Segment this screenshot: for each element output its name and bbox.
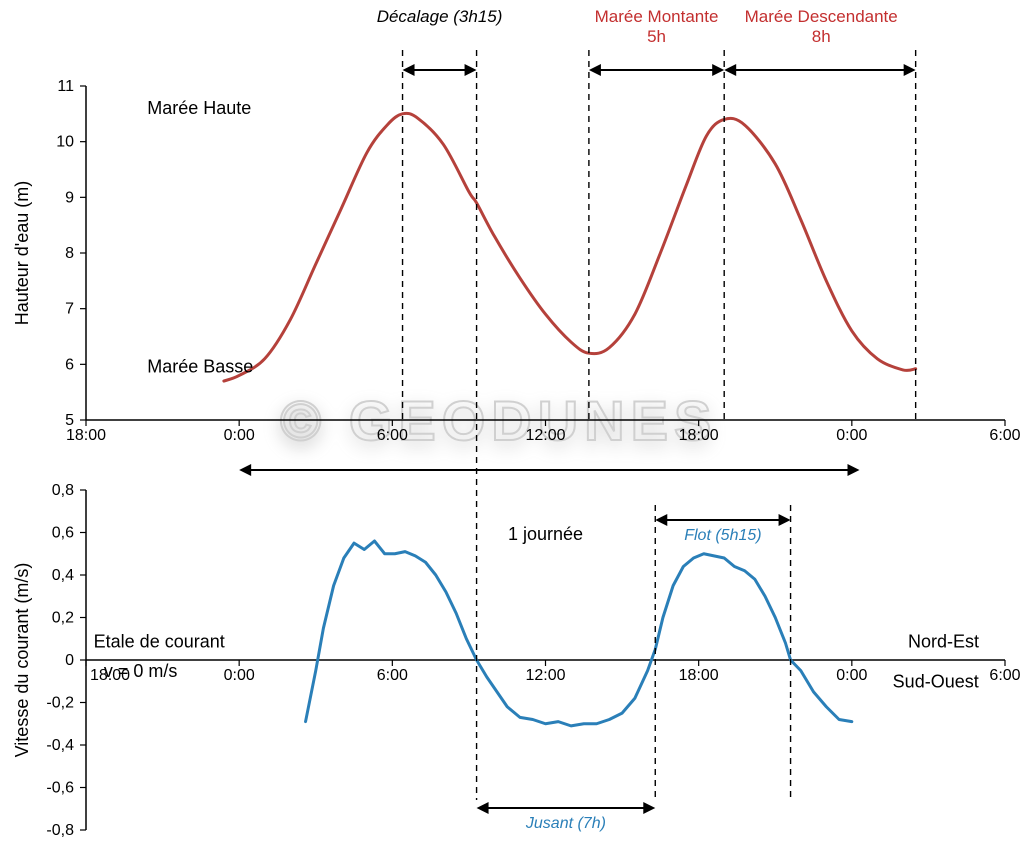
bot-xtick: 6:00: [989, 667, 1020, 684]
top-ytick: 8: [65, 245, 74, 262]
top-ytick: 9: [65, 189, 74, 206]
lab_journee: 1 journée: [508, 524, 583, 544]
top-xtick: 0:00: [224, 427, 255, 444]
top-ytick: 7: [65, 301, 74, 318]
etale-label: Etale de courant: [94, 631, 225, 651]
sud_ouest-label: Sud-Ouest: [893, 672, 979, 692]
bot-ytick: 0,6: [52, 525, 74, 542]
arrow-jusant: [477, 802, 656, 814]
top-xtick: 18:00: [66, 427, 106, 444]
lab_montante1: Marée Montante: [595, 7, 719, 26]
arrow-journee: [239, 464, 859, 476]
arrow-montante: [589, 64, 724, 76]
maree_basse-label: Marée Basse: [147, 357, 253, 377]
bot-xtick: 12:00: [525, 667, 565, 684]
bot-ytick: 0: [65, 652, 74, 669]
bot-xtick: 18:00: [679, 667, 719, 684]
top-xtick: 6:00: [377, 427, 408, 444]
lab_flot: Flot (5h15): [684, 527, 761, 544]
bot-xtick: 6:00: [377, 667, 408, 684]
top-xtick: 12:00: [525, 427, 565, 444]
top-ytick: 11: [57, 78, 74, 95]
vzero-label: v = 0 m/s: [104, 661, 178, 681]
lab_jusant: Jusant (7h): [525, 815, 606, 832]
nord_est-label: Nord-Est: [908, 631, 979, 651]
bot-xtick: 0:00: [836, 667, 867, 684]
top-ytick: 6: [65, 356, 74, 373]
current-speed-line: [306, 541, 852, 726]
water-height-line: [224, 113, 916, 381]
top-xtick: 6:00: [989, 427, 1020, 444]
top-xtick: 18:00: [679, 427, 719, 444]
bot-ylabel: Vitesse du courant (m/s): [12, 563, 32, 758]
bot-xtick: 0:00: [224, 667, 255, 684]
bot-ytick: 0,4: [52, 567, 74, 584]
bot-ytick: 0,8: [52, 482, 74, 499]
tide-current-chart: © GEODUNES56789101118:000:006:0012:0018:…: [0, 0, 1024, 846]
bot-ytick: 0,2: [52, 610, 74, 627]
lab_montante2: 5h: [647, 27, 666, 46]
bot-ytick: -0,4: [46, 737, 74, 754]
top-ylabel: Hauteur d'eau (m): [12, 181, 32, 326]
lab_desc1: Marée Descendante: [745, 7, 898, 26]
bot-ytick: -0,6: [46, 780, 74, 797]
arrow-decalage: [403, 64, 477, 76]
top-xtick: 0:00: [836, 427, 867, 444]
lab_desc2: 8h: [812, 27, 831, 46]
bot-ytick: -0,2: [46, 695, 74, 712]
maree_haute-label: Marée Haute: [147, 98, 251, 118]
arrow-flot: [655, 514, 790, 526]
top-ytick: 10: [56, 134, 74, 151]
arrow-descend: [724, 64, 915, 76]
lab_decalage: Décalage (3h15): [377, 7, 503, 26]
bot-ytick: -0,8: [46, 822, 74, 839]
